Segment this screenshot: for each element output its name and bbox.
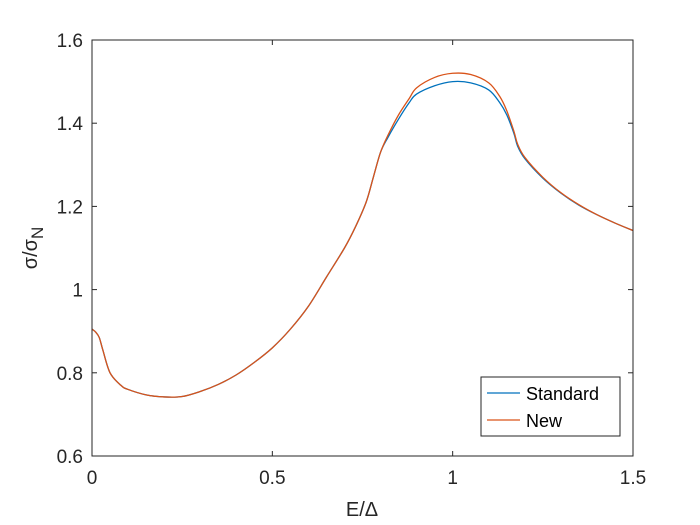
series-group bbox=[91, 72, 634, 398]
y-tick-label: 0.8 bbox=[57, 364, 83, 385]
axes-box bbox=[91, 39, 634, 457]
y-axis-label: σ/σN bbox=[20, 227, 47, 270]
y-tick-label: 1.6 bbox=[57, 31, 83, 52]
legend-label-new: New bbox=[526, 411, 563, 431]
x-tick-label: 1.5 bbox=[620, 468, 646, 489]
x-tick-label: 0.5 bbox=[259, 468, 285, 489]
legend-label-standard: Standard bbox=[526, 384, 599, 404]
x-tick-label: 1 bbox=[447, 468, 458, 489]
legend: Standard New bbox=[480, 376, 621, 437]
y-tick-label: 1.4 bbox=[57, 114, 84, 135]
ticks-group: 0 0.5 1 1.5 0.6 0.8 1 1.2 1.4 1.6 bbox=[57, 31, 647, 489]
y-tick-label: 1 bbox=[72, 281, 83, 302]
x-axis-label: E/Δ bbox=[346, 499, 378, 521]
y-tick-label: 0.6 bbox=[57, 447, 83, 468]
legend-box bbox=[480, 376, 621, 437]
x-tick-label: 0 bbox=[87, 468, 98, 489]
y-tick-label: 1.2 bbox=[57, 197, 83, 218]
y-axis-label-main: σ/σ bbox=[20, 238, 42, 269]
series-line-new bbox=[91, 72, 634, 398]
y-axis-label-subscript: N bbox=[28, 227, 47, 239]
